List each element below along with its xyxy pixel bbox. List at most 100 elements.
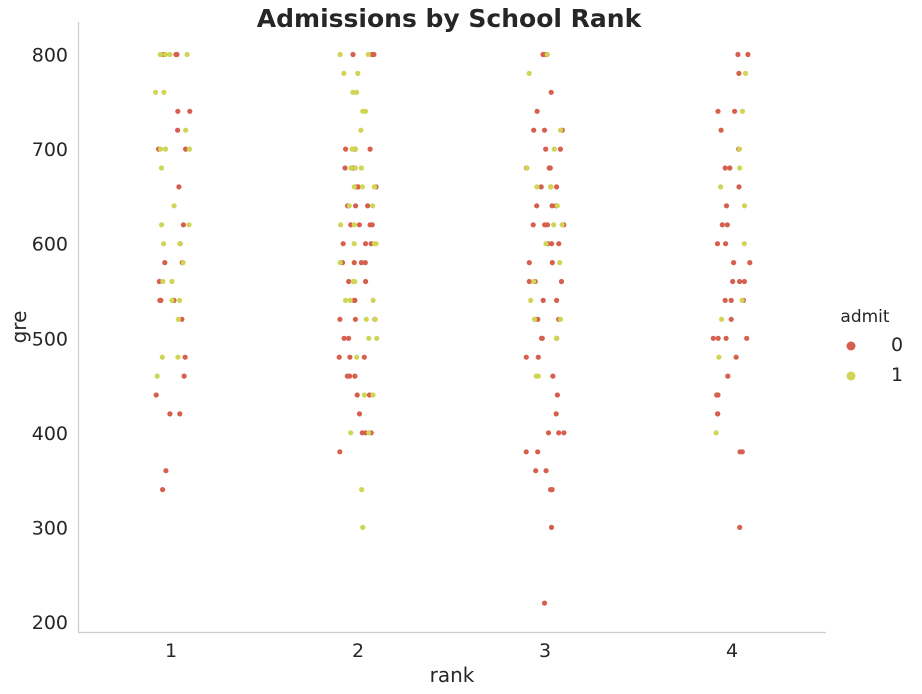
y-tick-label: 500: [32, 328, 68, 350]
y-axis-label: gre: [7, 311, 31, 344]
x-tick-label: 2: [352, 640, 364, 662]
data-point-admit-0: [526, 278, 532, 285]
data-point-admit-1: [175, 316, 181, 322]
data-point-admit-1: [341, 70, 347, 76]
data-point-admit-1: [526, 70, 532, 76]
data-point-admit-0: [545, 222, 551, 228]
data-point-admit-0: [549, 203, 555, 209]
data-point-admit-1: [162, 51, 169, 58]
data-point-admit-1: [337, 51, 343, 58]
data-point-admit-1: [352, 146, 359, 152]
data-point-admit-0: [347, 354, 353, 360]
data-point-admit-0: [365, 203, 371, 209]
data-point-admit-1: [557, 260, 563, 266]
data-point-admit-0: [722, 297, 728, 303]
data-point-admit-0: [337, 316, 343, 322]
data-point-admit-0: [156, 278, 162, 285]
data-point-admit-0: [160, 487, 166, 493]
data-point-admit-1: [355, 70, 361, 76]
data-point-admit-1: [161, 241, 167, 247]
data-point-admit-0: [548, 89, 554, 95]
data-point-admit-0: [157, 297, 163, 303]
legend-marker-0: [846, 341, 856, 351]
data-point-admit-1: [177, 297, 183, 303]
data-point-admit-1: [534, 184, 540, 190]
data-point-admit-0: [547, 165, 553, 171]
data-point-admit-0: [554, 184, 560, 190]
y-tick-labels: 200 300 400 500 600 700 800: [32, 45, 68, 635]
data-point-admit-0: [725, 373, 731, 379]
data-point-admit-0: [167, 411, 173, 417]
data-point-admit-1: [184, 51, 190, 58]
data-point-admit-1: [370, 392, 376, 398]
data-point-admit-0: [352, 297, 358, 303]
data-point-admit-0: [534, 108, 540, 114]
data-point-admit-1: [359, 184, 365, 190]
data-point-admit-0: [531, 127, 537, 133]
data-point-admit-1: [739, 108, 746, 114]
data-point-admit-0: [526, 260, 532, 266]
chart-title: Admissions by School Rank: [257, 4, 643, 33]
data-point-admit-0: [558, 278, 565, 285]
data-point-admit-0: [541, 600, 548, 606]
data-point-admit-0: [744, 335, 750, 341]
x-tick-label: 3: [539, 640, 551, 662]
data-point-admit-0: [549, 260, 555, 266]
data-point-admit-0: [533, 468, 539, 474]
data-point-admit-1: [716, 354, 722, 360]
data-point-admit-0: [715, 335, 721, 341]
data-point-admit-0: [187, 108, 193, 114]
data-point-admit-1: [171, 203, 177, 209]
data-point-admit-0: [367, 222, 373, 228]
data-point-admit-1: [371, 184, 377, 190]
y-tick-label: 400: [32, 423, 68, 445]
data-point-admit-0: [549, 241, 555, 247]
x-axis-label: rank: [430, 663, 475, 687]
data-point-admit-0: [530, 222, 536, 228]
data-point-admit-0: [351, 260, 357, 266]
data-point-admit-1: [366, 335, 372, 341]
data-point-admit-1: [361, 392, 367, 398]
data-point-admit-0: [346, 278, 352, 285]
data-point-admit-0: [549, 487, 555, 493]
data-point-admit-1: [159, 354, 165, 360]
data-point-admit-0: [348, 222, 354, 228]
data-point-admit-0: [543, 146, 549, 152]
data-points: [153, 51, 753, 606]
data-point-admit-0: [153, 392, 159, 398]
data-point-admit-0: [718, 127, 724, 133]
data-point-admit-1: [543, 241, 549, 247]
data-point-admit-0: [336, 354, 342, 360]
data-point-admit-1: [158, 146, 164, 152]
data-point-admit-0: [554, 297, 560, 303]
data-point-admit-0: [745, 51, 751, 58]
data-point-admit-0: [352, 373, 358, 379]
data-point-admit-1: [153, 89, 159, 95]
data-point-admit-0: [724, 222, 730, 228]
data-point-admit-0: [183, 146, 189, 152]
data-point-admit-0: [715, 411, 721, 417]
data-point-admit-1: [365, 51, 371, 58]
data-point-admit-0: [722, 165, 728, 171]
legend-marker-1: [846, 371, 856, 381]
legend-label-0: 0: [891, 334, 903, 356]
y-tick-label: 800: [32, 45, 68, 67]
data-point-admit-0: [715, 108, 721, 114]
data-point-admit-1: [713, 430, 719, 436]
data-point-admit-1: [535, 373, 541, 379]
data-point-admit-1: [351, 241, 357, 247]
data-point-admit-1: [373, 241, 379, 247]
data-point-admit-1: [346, 203, 352, 209]
data-point-admit-1: [186, 222, 192, 228]
legend: admit 0 1: [840, 307, 903, 386]
data-point-admit-1: [548, 184, 554, 190]
data-point-admit-1: [337, 260, 343, 266]
data-point-admit-1: [531, 278, 537, 285]
data-point-admit-1: [554, 203, 560, 209]
data-point-admit-1: [374, 335, 380, 341]
data-point-admit-0: [540, 297, 546, 303]
data-point-admit-0: [548, 524, 555, 531]
x-tick-label: 1: [165, 640, 177, 662]
data-point-admit-0: [541, 127, 548, 133]
data-point-admit-0: [534, 203, 540, 209]
